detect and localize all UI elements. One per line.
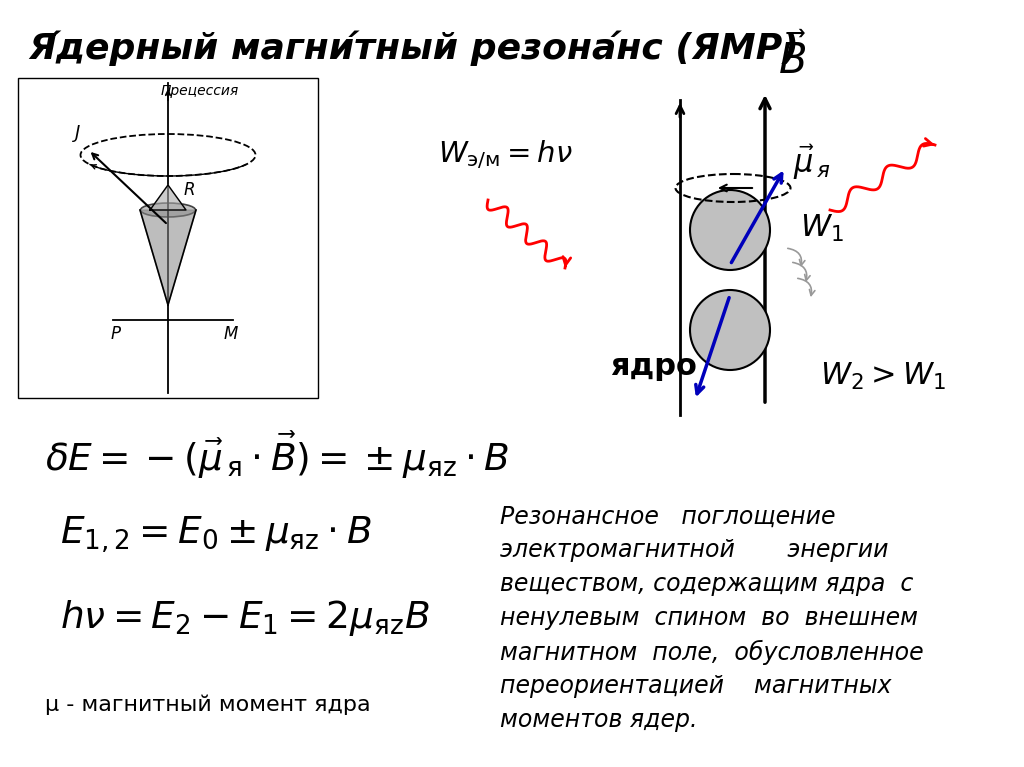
Text: $h\nu = E_2 - E_1 = 2\mu_{\text{яz}}B$: $h\nu = E_2 - E_1 = 2\mu_{\text{яz}}B$ [60, 598, 429, 638]
Text: μ - магнитный момент ядра: μ - магнитный момент ядра [45, 695, 371, 716]
Ellipse shape [140, 203, 196, 217]
Text: $W_1$: $W_1$ [800, 212, 844, 244]
Text: Прецессия: Прецессия [161, 84, 240, 98]
Text: $W_{\text{э/м}} = h\nu$: $W_{\text{э/м}} = h\nu$ [438, 139, 572, 171]
Text: $W_2>W_1$: $W_2>W_1$ [820, 361, 946, 392]
Text: $E_{1,2} = E_0 \pm \mu_{\text{яz}} \cdot B$: $E_{1,2} = E_0 \pm \mu_{\text{яz}} \cdot… [60, 515, 372, 555]
Text: ядро: ядро [610, 352, 697, 381]
Polygon shape [140, 210, 196, 305]
Text: Я́дерный магни́тный резона́нс (ЯМР): Я́дерный магни́тный резона́нс (ЯМР) [28, 30, 799, 66]
Text: $M$: $M$ [223, 325, 239, 343]
Text: $R$: $R$ [183, 181, 195, 199]
Text: $\vec{\mu}_{\,я}$: $\vec{\mu}_{\,я}$ [793, 143, 830, 182]
Text: $\vec{B}$: $\vec{B}$ [778, 35, 807, 83]
Text: $\delta E = -(\vec{\mu}_{\,\text{я}} \cdot \vec{B}) = \pm\mu_{\text{яz}} \cdot B: $\delta E = -(\vec{\mu}_{\,\text{я}} \cd… [45, 430, 509, 481]
Polygon shape [150, 185, 186, 210]
Text: $P$: $P$ [110, 325, 122, 343]
Text: Резонансное   поглощение
электромагнитной       энергии
веществом, содержащим яд: Резонансное поглощение электромагнитной … [500, 505, 924, 732]
Circle shape [690, 290, 770, 370]
Bar [18, 78, 318, 398]
Circle shape [690, 190, 770, 270]
Text: $J$: $J$ [73, 123, 82, 144]
